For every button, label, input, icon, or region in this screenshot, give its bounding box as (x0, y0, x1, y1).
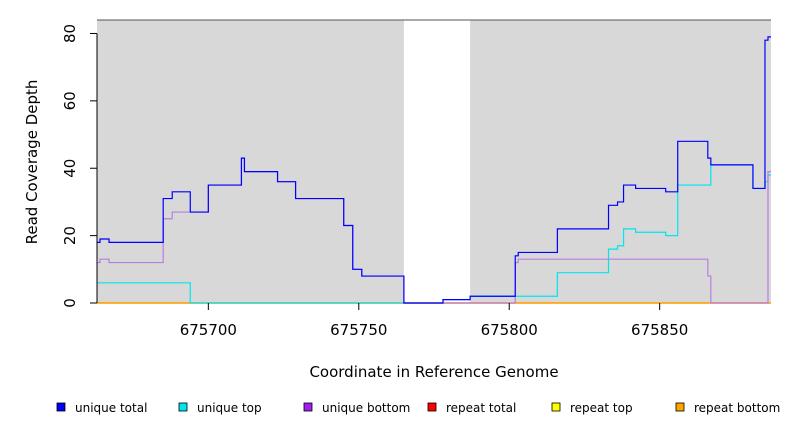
y-axis-label: Read Coverage Depth (23, 80, 41, 245)
series-unique-total (97, 36, 771, 304)
legend-label: unique bottom (322, 401, 410, 415)
y-tick-label: 20 (61, 226, 79, 245)
legend-label: repeat total (446, 401, 516, 415)
legend-swatch (551, 402, 561, 412)
shaded-regions (97, 20, 771, 303)
legend-label: repeat top (570, 401, 633, 415)
x-tick-label: 675800 (481, 321, 538, 339)
x-tick-label: 675750 (330, 321, 387, 339)
y-tick-label: 40 (61, 159, 79, 178)
legend-item: repeat top (551, 401, 633, 415)
legend-swatch (427, 402, 437, 412)
y-tick-label: 80 (61, 24, 79, 43)
x-tick-label: 675850 (631, 321, 688, 339)
shaded-region-0 (97, 20, 404, 303)
series-layer (97, 36, 771, 304)
x-axis-label: Coordinate in Reference Genome (309, 363, 558, 381)
legend-label: repeat bottom (694, 401, 780, 415)
legend-swatch (303, 402, 313, 412)
legend-item: unique total (56, 401, 147, 415)
x-axis: 675700 675750 675800 675850 (180, 303, 688, 339)
x-tick-label: 675700 (180, 321, 237, 339)
y-tick-label: 60 (61, 91, 79, 110)
y-axis: 0 20 40 60 80 (61, 24, 98, 308)
shaded-region-1 (470, 20, 771, 303)
legend-item: unique top (178, 401, 262, 415)
y-tick-label: 0 (61, 298, 79, 308)
legend-item: repeat total (427, 401, 516, 415)
legend-label: unique top (197, 401, 262, 415)
legend-item: unique bottom (303, 401, 410, 415)
legend-swatch (178, 402, 188, 412)
legend-swatch (56, 402, 66, 412)
legend-item: repeat bottom (675, 401, 780, 415)
legend: unique total unique top unique bottom repea… (56, 401, 780, 415)
legend-label: unique total (75, 401, 147, 415)
legend-swatch (675, 402, 685, 412)
